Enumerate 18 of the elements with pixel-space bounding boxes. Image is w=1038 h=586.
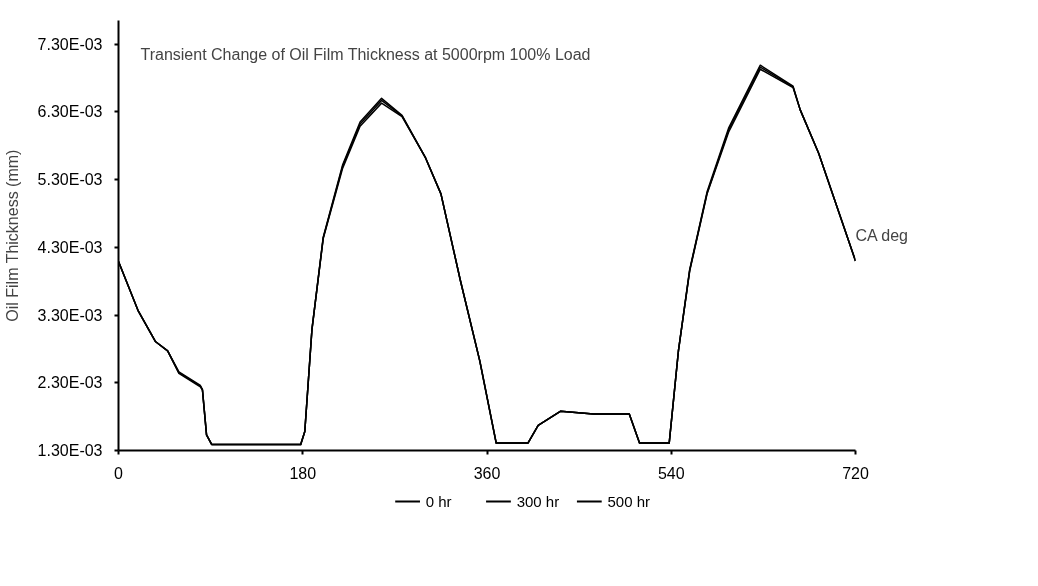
legend-label: 0 hr — [425, 493, 452, 510]
text: Transient Change of Oil Film Thickness at 5000rpm 100% Load — [140, 45, 591, 63]
y-tick-label: 4.30E-03 — [37, 238, 103, 256]
y-axis-title: Oil Film Thickness (mm) — [3, 149, 21, 322]
y-tick-label: 1.30E-03 — [37, 442, 103, 459]
x-tick-label: 180 — [289, 464, 317, 482]
x-tick-label: 540 — [657, 464, 685, 482]
y-tick-label: 5.30E-03 — [37, 171, 103, 189]
legend-label: 500 hr — [607, 493, 651, 510]
legend-label: 300 hr — [516, 493, 560, 510]
y-tick-label: 3.30E-03 — [37, 306, 103, 324]
y-tick-label: 7.30E-03 — [37, 35, 103, 53]
x-axis-title: CA deg — [855, 227, 908, 244]
x-tick-label: 720 — [842, 464, 869, 482]
y-tick-label: 2.30E-03 — [37, 374, 103, 392]
x-tick-label: 360 — [473, 464, 501, 482]
y-tick-label: 6.30E-03 — [37, 103, 103, 121]
x-tick-label: 0 — [114, 464, 124, 482]
